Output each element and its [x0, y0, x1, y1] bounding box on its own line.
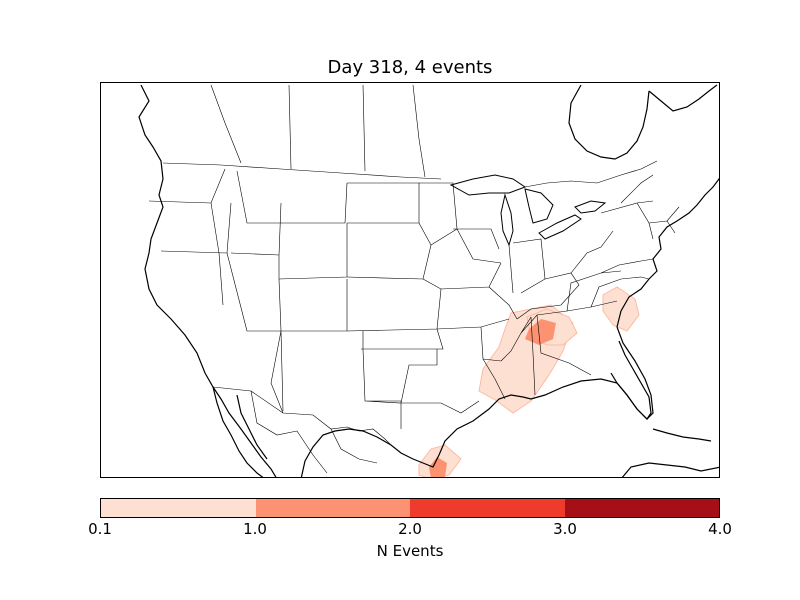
- lake-michigan: [500, 193, 514, 247]
- us-canada-border: [162, 160, 658, 188]
- central-state-lines: [346, 182, 480, 429]
- event-area-carolina: [602, 286, 640, 332]
- labrador-coastline: [648, 84, 718, 112]
- colorbar: [100, 498, 720, 518]
- baja-coastline: [212, 386, 268, 477]
- west-coastline: [138, 84, 277, 477]
- colorbar-segment-0: [101, 499, 256, 517]
- great-lakes: [449, 174, 607, 247]
- lake-superior: [449, 174, 527, 196]
- cuba-coastline: [652, 428, 712, 442]
- event-area-alabama-core: [525, 319, 556, 345]
- colorbar-segment-3: [564, 499, 719, 517]
- event-area-south-texas-core: [429, 457, 447, 477]
- lake-erie: [538, 214, 582, 240]
- coastlines: [138, 84, 719, 477]
- north-coastline: [568, 84, 650, 160]
- mexico-state-lines: [250, 390, 392, 474]
- colorbar-label: N Events: [376, 542, 444, 560]
- colorbar-segment-1: [255, 499, 410, 517]
- map-title: Day 318, 4 events: [327, 57, 493, 78]
- colorbar-tick-0: 0.1: [88, 520, 112, 538]
- yucatan-coastline: [621, 462, 719, 477]
- state-borders: [148, 84, 680, 474]
- colorbar-tick-2: 2.0: [398, 520, 422, 538]
- colorbar-tick-3: 3.0: [553, 520, 577, 538]
- colorbar-segment-2: [410, 499, 565, 517]
- us-mexico-border: [212, 386, 360, 432]
- lake-ontario: [574, 200, 607, 214]
- lake-huron: [524, 188, 554, 224]
- colorbar-tick-1: 1.0: [243, 520, 267, 538]
- canada-province-lines: [210, 84, 426, 178]
- northeast-state-lines: [600, 174, 680, 240]
- western-state-lines: [148, 168, 348, 414]
- colorbar-tick-4: 4.0: [708, 520, 732, 538]
- map-svg: [138, 84, 719, 477]
- event-shading: [418, 286, 640, 477]
- florida-coastline: [610, 340, 652, 420]
- east-coastline: [616, 177, 719, 328]
- southeast-state-lines: [482, 230, 654, 400]
- map-plot-area[interactable]: [100, 82, 720, 478]
